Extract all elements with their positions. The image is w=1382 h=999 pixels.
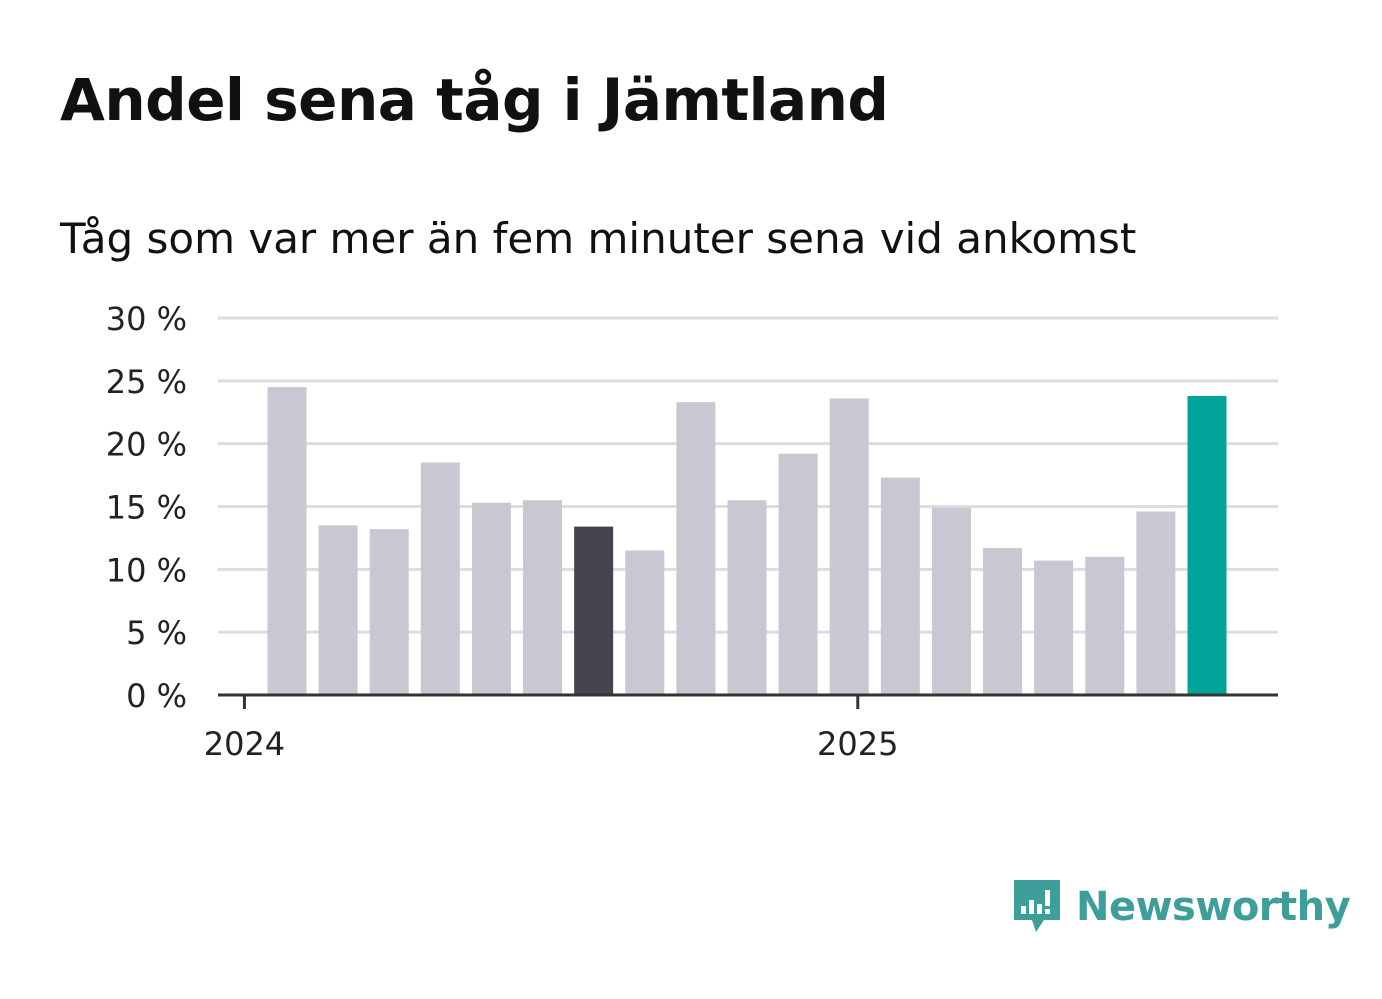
y-tick-label-20: 20 %	[106, 426, 187, 464]
chart-title: Andel sena tåg i Jämtland	[60, 66, 889, 134]
bar-2024-06	[523, 500, 563, 695]
bar-2024-09	[676, 402, 716, 695]
y-tick-label-25: 25 %	[106, 363, 187, 401]
bars	[267, 387, 1227, 695]
x-tick-label-2025: 2025	[817, 725, 898, 763]
bar-2024-08	[625, 550, 665, 695]
y-tick-label-0: 0 %	[126, 677, 187, 715]
bar-2025-01	[880, 477, 920, 695]
y-tick-label-15: 15 %	[106, 489, 187, 527]
newsworthy-chart-bubble-icon	[1014, 880, 1060, 932]
y-tick-label-10: 10 %	[106, 551, 187, 589]
bar-2024-10	[727, 500, 767, 695]
bar-2025-07	[1187, 395, 1227, 695]
brand-name: Newsworthy	[1076, 884, 1351, 930]
bar-2024-04	[420, 462, 460, 695]
axes	[218, 693, 1278, 709]
y-tick-label-30: 30 %	[106, 300, 187, 338]
x-tick-label-2024: 2024	[204, 725, 285, 763]
bar-2025-05	[1085, 556, 1125, 695]
bar-2024-11	[778, 453, 818, 695]
newsworthy-logo: Newsworthy	[1010, 876, 1351, 938]
bar-2025-02	[931, 507, 971, 695]
tick-labels: 0 % 5 % 10 % 15 % 20 % 25 % 30 % 2024 2025	[106, 300, 899, 763]
bar-2025-06	[1136, 511, 1176, 695]
bar-2024-01	[267, 387, 307, 695]
bar-2025-04	[1034, 560, 1074, 695]
bar-2025-03	[983, 547, 1023, 695]
chart-subtitle: Tåg som var mer än fem minuter sena vid …	[60, 214, 1137, 263]
bar-2024-02	[318, 525, 358, 695]
y-tick-label-5: 5 %	[126, 614, 187, 652]
bar-2024-12	[829, 398, 869, 695]
bar-2024-07	[574, 526, 614, 695]
bar-2024-05	[471, 502, 511, 695]
bar-2024-03	[369, 529, 409, 695]
